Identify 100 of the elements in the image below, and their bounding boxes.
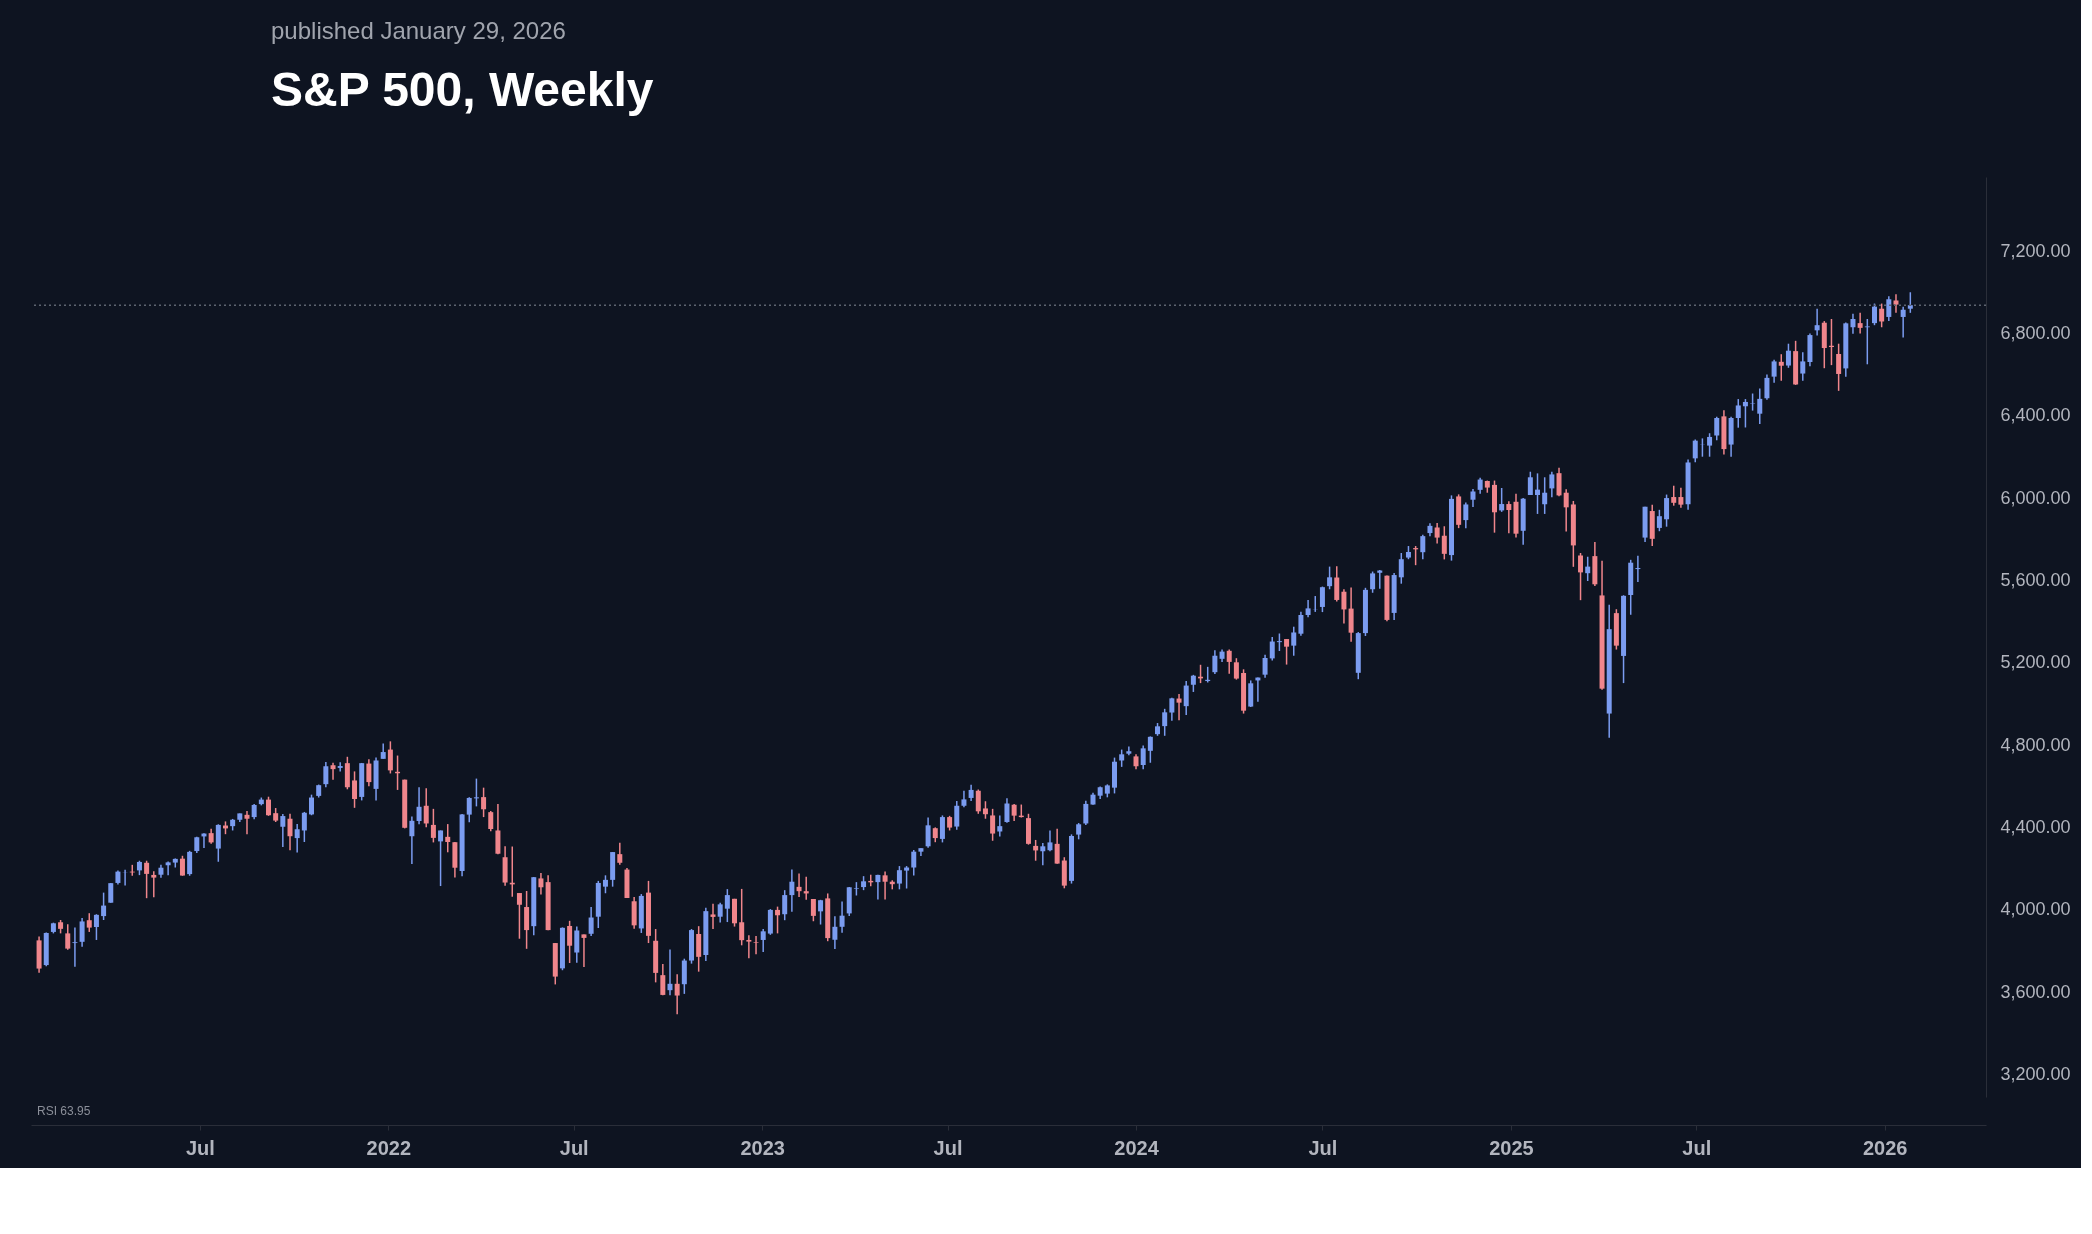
candlestick	[896, 865, 902, 891]
candlestick	[323, 761, 329, 788]
candlestick	[1735, 398, 1741, 429]
candlestick	[294, 823, 300, 854]
candlestick	[1226, 648, 1232, 675]
candlestick	[215, 823, 221, 863]
candlestick	[1398, 552, 1404, 585]
candlestick	[925, 816, 931, 849]
x-tick-label: 2024	[1114, 1136, 1160, 1159]
candlestick	[1499, 487, 1505, 513]
candlestick	[409, 815, 415, 865]
candlestick	[301, 811, 307, 843]
y-tick-label: 6,800.00	[2000, 322, 2071, 343]
candlestick	[1506, 500, 1512, 535]
candlestick	[1284, 638, 1290, 666]
candlestick	[1334, 565, 1340, 603]
candlestick	[244, 810, 250, 835]
x-tick-label: Jul	[1682, 1136, 1712, 1159]
candlestick	[904, 865, 910, 890]
candlestick	[1757, 387, 1763, 425]
candlestick	[1176, 693, 1182, 722]
candlestick	[660, 963, 666, 997]
candlestick	[1836, 342, 1842, 392]
candlestick	[674, 973, 680, 1016]
candlestick	[1656, 509, 1662, 532]
y-tick-label: 6,400.00	[2000, 405, 2071, 426]
candlestick	[438, 829, 444, 887]
candlestick	[574, 925, 580, 964]
candlestick	[495, 803, 501, 855]
candlestick	[1771, 359, 1777, 384]
candlestick	[1126, 745, 1132, 756]
candlestick	[1183, 680, 1189, 716]
candlestick	[1420, 533, 1426, 560]
candlestick	[753, 935, 759, 956]
candlestick	[1327, 565, 1333, 590]
candlestick	[1047, 829, 1053, 853]
candlestick	[746, 934, 752, 960]
candlestick	[1814, 307, 1820, 337]
candlestick	[1162, 708, 1168, 737]
candlestick	[79, 917, 85, 948]
x-tick-label: 2026	[1862, 1136, 1908, 1159]
candlestick	[72, 926, 78, 968]
candlestick	[667, 948, 673, 997]
candlestick	[430, 808, 436, 844]
candlestick	[803, 876, 809, 901]
candlestick	[1857, 311, 1863, 335]
candlestick	[266, 795, 271, 817]
candlestick	[423, 787, 429, 828]
candlestick	[1714, 416, 1720, 441]
y-tick-label: 4,800.00	[2000, 734, 2071, 755]
candlestick	[760, 928, 766, 953]
candlestick	[93, 913, 99, 941]
candlestick	[1212, 649, 1218, 675]
candlestick	[775, 905, 781, 935]
candlestick	[1083, 800, 1089, 826]
candlestick	[1785, 342, 1791, 369]
candlestick	[86, 912, 92, 933]
candlestick	[954, 800, 960, 831]
candlestick	[990, 808, 996, 842]
candlestick	[1850, 313, 1856, 335]
y-tick-label: 4,000.00	[2000, 899, 2071, 920]
candlestick	[1463, 501, 1469, 530]
candlestick	[1893, 293, 1899, 314]
candlestick	[767, 908, 773, 936]
candlestick	[1527, 470, 1533, 496]
candlestick	[1900, 305, 1906, 339]
x-tick-label: Jul	[933, 1136, 963, 1159]
candlestick	[488, 810, 494, 833]
candlestick	[151, 870, 157, 898]
candlestick	[1879, 302, 1885, 328]
candlestick	[1678, 487, 1684, 509]
candlestick	[366, 758, 372, 787]
candlestick	[1248, 679, 1254, 708]
y-tick-label: 6,000.00	[2000, 487, 2071, 508]
candlestick	[144, 859, 150, 899]
candlestick	[1434, 522, 1440, 545]
candlestick	[101, 891, 107, 921]
candlestick	[581, 933, 587, 968]
chart-subtitle: published January 29, 2026	[271, 17, 566, 44]
candlestick	[617, 842, 623, 866]
candlestick	[1556, 467, 1562, 497]
x-tick-label: 2025	[1489, 1136, 1534, 1159]
candlestick	[1800, 351, 1806, 382]
x-tick-label: 2023	[740, 1136, 785, 1159]
candlestick	[1886, 295, 1892, 322]
candlestick	[997, 814, 1003, 838]
candlestick	[710, 902, 716, 930]
candlestick	[1298, 610, 1304, 637]
candlestick	[1578, 552, 1584, 601]
candlestick	[818, 899, 824, 926]
candlestick	[516, 892, 522, 940]
candlestick	[1441, 525, 1447, 561]
candlestick	[1635, 554, 1641, 583]
candlestick	[1140, 744, 1146, 771]
candlestick	[588, 906, 594, 937]
candlestick	[911, 849, 917, 877]
candlestick	[1370, 570, 1376, 594]
candlestick	[309, 793, 315, 816]
candlestick	[832, 915, 838, 950]
candlestick	[975, 788, 981, 815]
